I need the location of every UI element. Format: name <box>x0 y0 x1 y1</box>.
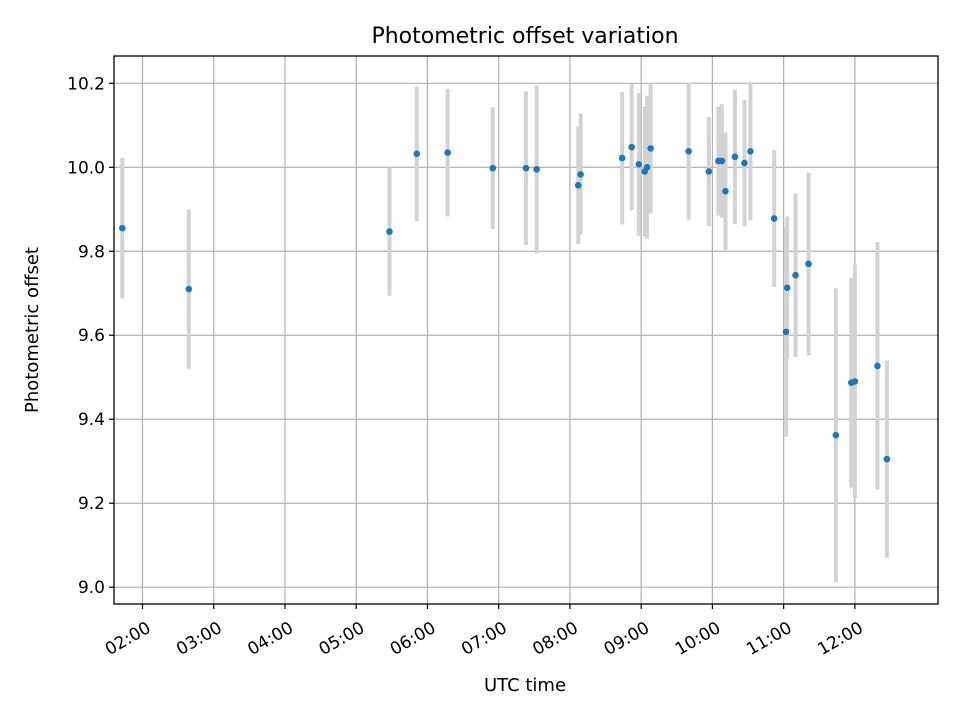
data-point <box>747 148 754 155</box>
data-point <box>647 145 654 152</box>
data-point <box>643 163 651 171</box>
data-point <box>386 228 393 235</box>
data-point <box>444 149 451 156</box>
y-axis-label: Photometric offset <box>22 247 43 413</box>
data-point <box>685 148 692 155</box>
y-tick-label: 10.0 <box>67 158 105 178</box>
data-point <box>185 285 193 293</box>
data-point <box>874 362 881 370</box>
data-point <box>782 328 790 336</box>
plot-area-frame <box>113 55 939 605</box>
data-point <box>770 215 778 222</box>
data-point <box>574 182 582 189</box>
y-tick-label: 9.0 <box>78 578 105 598</box>
data-point <box>705 168 713 175</box>
y-tick-label: 9.6 <box>78 326 105 346</box>
data-point <box>805 260 812 268</box>
y-axis-ticks: 9.0 9.2 9.4 9.6 9.8 10.0 10.2 <box>67 74 114 598</box>
data-point <box>522 164 530 172</box>
data-point <box>851 378 859 385</box>
data-point <box>722 187 729 195</box>
data-point <box>577 171 584 178</box>
data-point <box>731 153 739 161</box>
data-point <box>489 164 497 172</box>
y-tick-label: 9.2 <box>78 494 105 514</box>
data-point <box>413 150 421 158</box>
chart-title: Photometric offset variation <box>371 24 678 49</box>
data-point <box>741 159 748 167</box>
y-tick-label: 10.2 <box>67 74 105 94</box>
data-points <box>119 143 891 463</box>
data-point <box>883 455 891 463</box>
data-point <box>718 157 726 165</box>
data-point <box>635 161 643 168</box>
y-tick-label: 9.8 <box>78 242 105 262</box>
data-point <box>618 154 626 162</box>
x-axis-label: UTC time <box>484 675 566 696</box>
data-point <box>533 166 540 173</box>
data-point <box>792 271 799 279</box>
data-point <box>119 224 126 232</box>
data-point <box>832 431 840 439</box>
data-point <box>628 143 635 151</box>
data-point <box>783 284 791 292</box>
y-tick-label: 9.4 <box>78 410 105 430</box>
